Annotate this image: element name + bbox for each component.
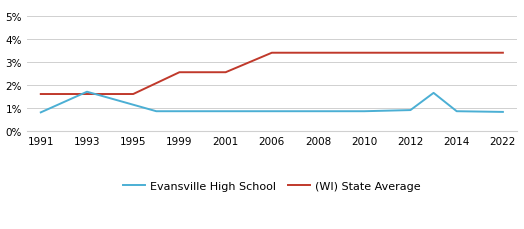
(WI) State Average: [361, 52, 367, 55]
Evansville High School: [361, 110, 367, 113]
Evansville High School: [153, 110, 159, 113]
(WI) State Average: [500, 52, 506, 55]
Evansville High School: [176, 110, 182, 113]
(WI) State Average: [315, 52, 321, 55]
Evansville High School: [407, 109, 413, 112]
Evansville High School: [315, 110, 321, 113]
(WI) State Average: [130, 93, 136, 96]
Evansville High School: [500, 111, 506, 114]
Line: Evansville High School: Evansville High School: [41, 92, 503, 113]
Legend: Evansville High School, (WI) State Average: Evansville High School, (WI) State Avera…: [118, 177, 425, 196]
(WI) State Average: [176, 71, 182, 74]
(WI) State Average: [269, 52, 275, 55]
Evansville High School: [38, 112, 44, 114]
(WI) State Average: [223, 71, 229, 74]
Evansville High School: [430, 92, 436, 95]
(WI) State Average: [38, 93, 44, 96]
Evansville High School: [269, 110, 275, 113]
(WI) State Average: [84, 93, 90, 96]
Evansville High School: [84, 91, 90, 94]
(WI) State Average: [454, 52, 460, 55]
Evansville High School: [223, 110, 229, 113]
Evansville High School: [454, 110, 460, 113]
(WI) State Average: [407, 52, 413, 55]
Line: (WI) State Average: (WI) State Average: [41, 54, 503, 95]
